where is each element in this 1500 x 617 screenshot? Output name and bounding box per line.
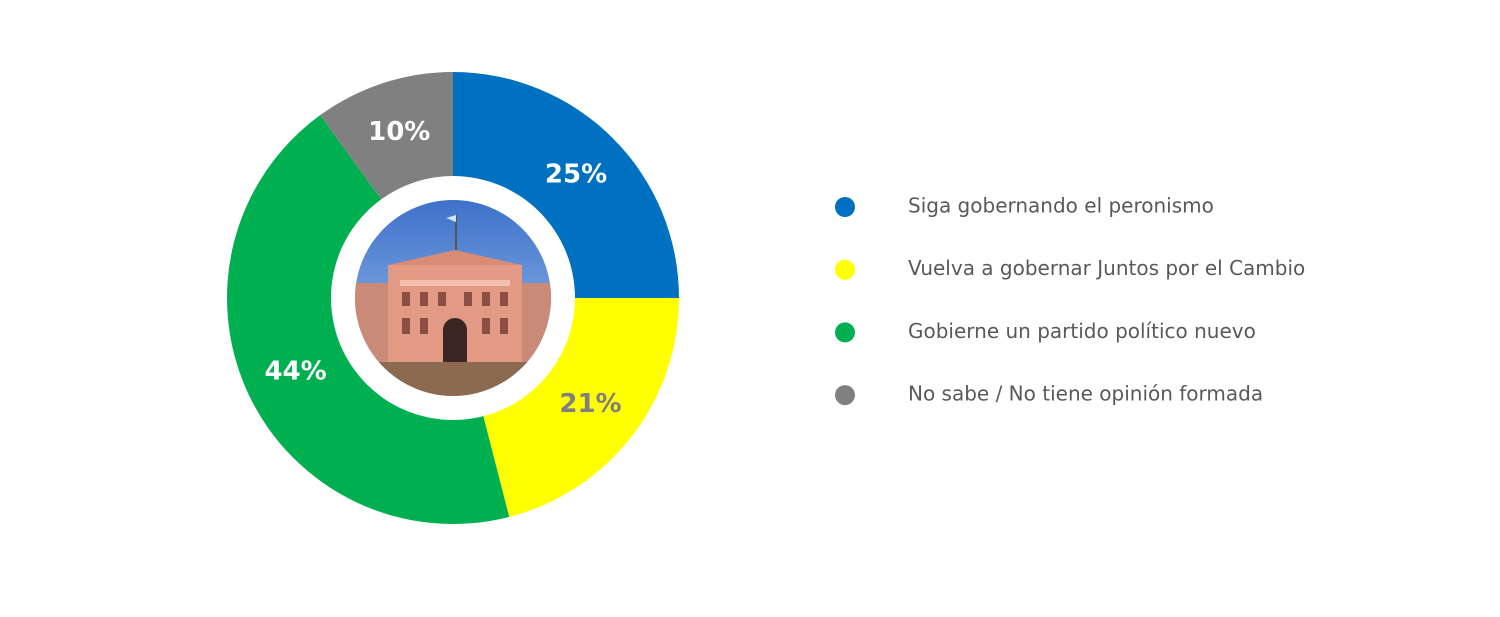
donut-slice: [483, 298, 679, 517]
legend-label: Gobierne un partido político nuevo: [908, 319, 1256, 343]
donut-slice: [227, 115, 510, 524]
legend-marker: [835, 385, 855, 406]
legend-label: Siga gobernando el peronismo: [908, 194, 1214, 218]
legend-marker: [835, 259, 855, 280]
value-label: 44%: [264, 357, 326, 387]
legend-label: Vuelva a gobernar Juntos por el Cambio: [908, 256, 1305, 280]
donut-slice: [453, 72, 679, 298]
value-label: 10%: [368, 117, 430, 147]
value-label: 25%: [545, 159, 607, 189]
legend: Siga gobernando el peronismo Vuelva a gob…: [835, 194, 1305, 406]
center-photo: [355, 200, 551, 396]
donut-slice: [320, 72, 453, 200]
legend-marker: [835, 197, 855, 217]
value-label: 21%: [559, 389, 621, 419]
legend-marker: [835, 322, 855, 343]
legend-label: No sabe / No tiene opinión formada: [908, 382, 1263, 406]
donut: 25% 21% 44% 10%: [227, 72, 679, 524]
